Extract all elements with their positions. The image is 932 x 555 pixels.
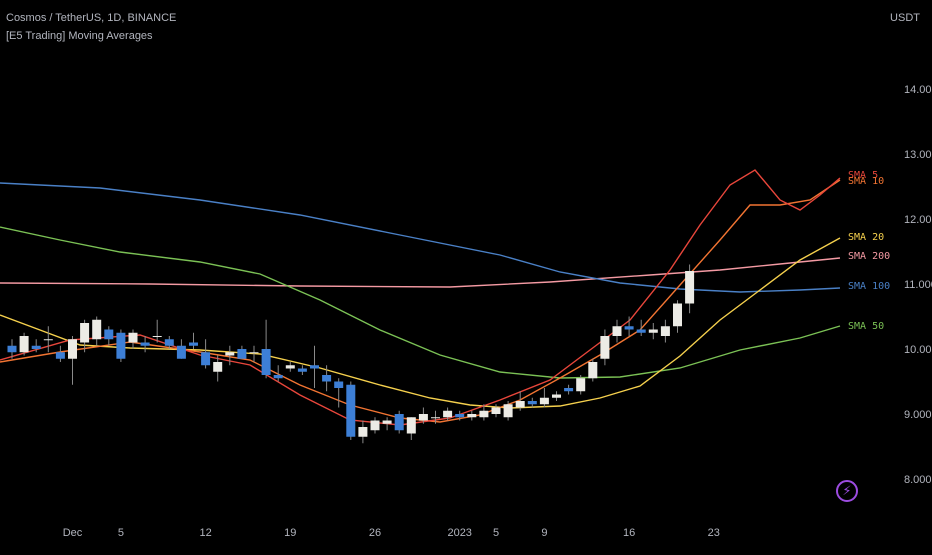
candle-body (406, 417, 416, 434)
candle-body (201, 352, 211, 366)
time-tick-label: Dec (63, 527, 83, 539)
candle-body (491, 407, 501, 414)
sma-line-sma5 (0, 169, 841, 426)
price-tick-label: 9.000 (904, 409, 932, 421)
candle-body (164, 339, 174, 346)
time-axis: Dec 5 12 19 26 2023 5 9 16 23 (63, 527, 720, 539)
candle-body (624, 326, 634, 330)
candle-body (261, 349, 271, 375)
candle-body (140, 342, 150, 346)
sma-line-sma20 (0, 237, 841, 409)
time-tick-label: 16 (623, 527, 635, 539)
candle-body (503, 404, 513, 418)
price-tick-label: 13.000 (904, 149, 932, 161)
candle-body (68, 339, 77, 359)
sma-label-sma100: SMA 100 (848, 281, 890, 292)
candle-body (310, 365, 319, 369)
sma-line-sma10 (0, 179, 841, 423)
candle-body (648, 329, 658, 333)
candle-body (273, 375, 283, 379)
candles (7, 264, 695, 444)
candle-body (564, 388, 574, 392)
candle-body (322, 375, 332, 382)
time-tick-label: 23 (708, 527, 720, 539)
candle-body (297, 368, 307, 372)
sma-label-sma50: SMA 50 (848, 321, 884, 332)
price-axis: 14.000 13.000 12.000 11.000 10.000 9.000 8.000 (904, 84, 932, 486)
candle-body (346, 384, 356, 437)
time-tick-label: 5 (118, 527, 124, 539)
price-tick-label: 12.000 (904, 214, 932, 226)
candle-body (7, 345, 17, 353)
candle-body (92, 319, 102, 340)
candle-body (394, 414, 404, 431)
price-unit-label: USDT (890, 12, 920, 24)
time-tick-label: 9 (541, 527, 547, 539)
candle-body (527, 401, 537, 405)
candle-body (237, 349, 247, 359)
time-tick-label: 19 (284, 527, 296, 539)
candle-body (382, 420, 392, 424)
candle-body (600, 336, 610, 359)
sma-line-sma200 (0, 257, 841, 288)
candle-body (685, 271, 695, 304)
symbol-title: Cosmos / TetherUS, 1D, BINANCE (6, 12, 177, 24)
candle-body (152, 336, 162, 337)
candle-body (189, 342, 198, 346)
candle-body (80, 323, 90, 343)
candle-body (455, 414, 465, 418)
candle-body (116, 332, 126, 359)
candle-body (334, 381, 344, 388)
candle-body (660, 326, 670, 336)
candle-body (539, 397, 549, 405)
time-tick-label: 26 (369, 527, 381, 539)
candle-body (431, 417, 440, 419)
candle-body (104, 329, 114, 340)
price-tick-label: 14.000 (904, 84, 932, 96)
candle-body (418, 414, 428, 421)
sma-line-sma100 (0, 182, 841, 293)
sma-label-sma5: SMA 5 (848, 170, 878, 181)
candle-body (128, 332, 138, 343)
sma-label-sma20: SMA 20 (848, 232, 884, 243)
sma-label-sma10: SMA 10 (848, 176, 884, 187)
time-tick-label: 5 (493, 527, 499, 539)
candle-body (552, 394, 561, 398)
candle-body (588, 362, 598, 379)
candle-body (515, 401, 525, 408)
candle-body (576, 378, 586, 392)
candle-body (479, 410, 489, 418)
candle-body (285, 365, 295, 369)
candle-body (31, 345, 41, 349)
time-tick-label: 12 (199, 527, 211, 539)
sma-label-sma200: SMA 200 (848, 251, 890, 262)
price-tick-label: 11.000 (904, 279, 932, 291)
candle-body (225, 352, 235, 356)
candle-body (19, 336, 29, 353)
indicator-title: [E5 Trading] Moving Averages (6, 30, 153, 42)
price-tick-label: 10.000 (904, 344, 932, 356)
candle-body (55, 352, 65, 359)
candle-body (612, 326, 622, 336)
candle-body (443, 410, 453, 418)
lightning-icon[interactable]: ⚡ (836, 480, 858, 502)
candle-body (213, 362, 223, 372)
candle-body (636, 329, 646, 333)
sma-line-sma50 (0, 226, 841, 379)
candle-body (176, 345, 186, 359)
candle-body (673, 303, 682, 327)
candle-body (370, 420, 380, 431)
candle-body (467, 414, 477, 418)
candle-body (358, 427, 368, 437)
price-tick-label: 8.000 (904, 474, 932, 486)
time-tick-label: 2023 (447, 527, 471, 539)
candle-body (249, 352, 259, 354)
candle-body (43, 339, 53, 341)
